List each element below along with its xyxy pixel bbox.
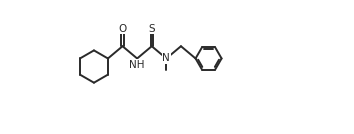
Text: N: N (162, 53, 170, 64)
Text: O: O (118, 24, 127, 34)
Text: S: S (148, 24, 155, 34)
Text: NH: NH (130, 60, 145, 70)
